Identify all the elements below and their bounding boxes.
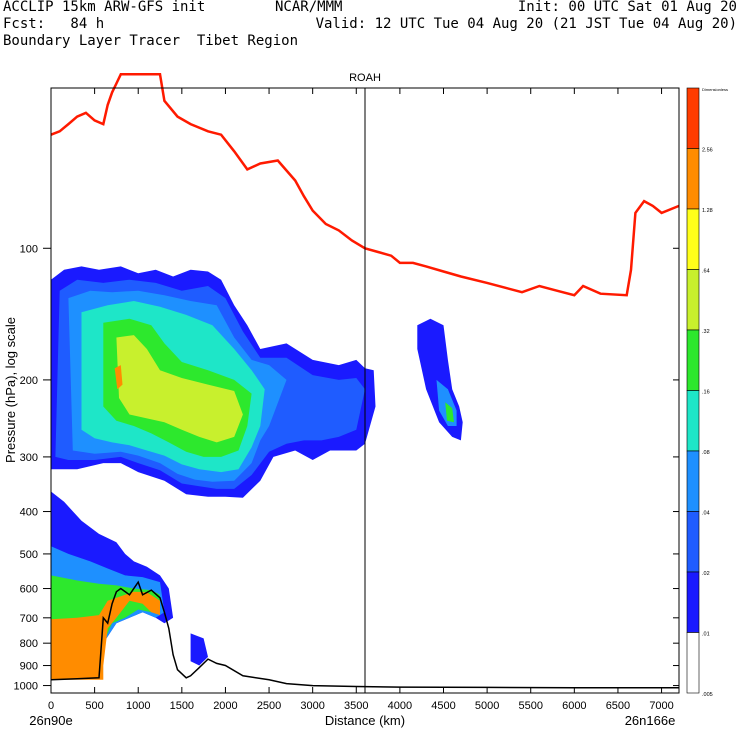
colorbar-label: .02 bbox=[702, 571, 710, 577]
y-tick-label: 600 bbox=[20, 584, 38, 596]
x-tick-label: 1500 bbox=[170, 700, 194, 712]
colorbar-box bbox=[686, 269, 700, 331]
tracer-plume-layer bbox=[51, 266, 463, 680]
colorbar-box bbox=[686, 571, 700, 633]
x-tick-label: 6000 bbox=[562, 700, 586, 712]
x-tick-label: 3500 bbox=[344, 700, 368, 712]
terrain-line bbox=[50, 580, 679, 689]
x-tick-label: 4000 bbox=[388, 700, 412, 712]
header-line1-left: ACCLIP 15km ARW-GFS init bbox=[3, 0, 206, 15]
tracer-plume-9 bbox=[445, 402, 454, 423]
chart-title: ROAH bbox=[349, 72, 381, 84]
y-tick-label: 300 bbox=[20, 452, 38, 464]
colorbar-label: .01 bbox=[702, 632, 710, 638]
colorbar-box bbox=[686, 450, 700, 512]
x-start-label: 26n90e bbox=[29, 713, 72, 728]
header-line2-left: Fcst: 84 h bbox=[3, 16, 105, 32]
colorbar-label: 2.56 bbox=[702, 148, 713, 154]
x-tick-label: 1000 bbox=[126, 700, 150, 712]
x-axis-title: Distance (km) bbox=[325, 713, 405, 728]
header-line2-right: Valid: 12 UTC Tue 04 Aug 20 (21 JST Tue … bbox=[315, 16, 737, 32]
colorbar-box bbox=[686, 148, 700, 210]
colorbar-box bbox=[686, 87, 700, 149]
x-tick-label: 0 bbox=[48, 700, 54, 712]
line-layer bbox=[50, 73, 680, 693]
colorbar-box bbox=[686, 208, 700, 270]
header-line1-right: Init: 00 UTC Sat 01 Aug 20 bbox=[517, 0, 737, 15]
x-tick-label: 5000 bbox=[475, 700, 499, 712]
colorbar-box bbox=[686, 511, 700, 573]
y-tick-label: 400 bbox=[20, 507, 38, 519]
x-end-label: 26n166e bbox=[625, 713, 676, 728]
x-tick-label: 2000 bbox=[213, 700, 237, 712]
x-tick-label: 3000 bbox=[300, 700, 324, 712]
colorbar-label: .32 bbox=[702, 329, 710, 335]
colorbar-box bbox=[686, 632, 700, 694]
colorbar-box bbox=[686, 329, 700, 391]
tracer-plume-14 bbox=[190, 633, 208, 666]
colorbar-label: 1.28 bbox=[702, 208, 713, 214]
colorbar-label: .08 bbox=[702, 450, 710, 456]
x-tick-label: 7000 bbox=[649, 700, 673, 712]
x-tick-label: 6500 bbox=[606, 700, 630, 712]
y-tick-label: 900 bbox=[20, 661, 38, 673]
header-line1-mid: NCAR/MMM bbox=[275, 0, 343, 15]
x-tick-label: 5500 bbox=[518, 700, 542, 712]
tracer-plume-6 bbox=[114, 365, 123, 390]
tropopause-line bbox=[50, 73, 680, 297]
x-tick-label: 500 bbox=[85, 700, 103, 712]
tracer-plume-5 bbox=[116, 335, 243, 443]
y-tick-label: 1000 bbox=[14, 681, 38, 693]
y-axis-title: Pressure (hPa), log scale bbox=[3, 317, 18, 463]
y-tick-label: 700 bbox=[20, 613, 38, 625]
y-tick-label: 800 bbox=[20, 638, 38, 650]
x-tick-label: 2500 bbox=[257, 700, 281, 712]
tick-layer: 0 500 1000 1500 2000 2500 3000 3500 4000 4500 5000… bbox=[14, 88, 679, 712]
colorbar-box bbox=[686, 390, 700, 452]
tracer-plume-13 bbox=[51, 591, 160, 680]
plot-frame bbox=[50, 87, 680, 694]
header-line3-left: Boundary Layer Tracer Tibet Region bbox=[3, 33, 299, 49]
y-tick-label: 500 bbox=[20, 549, 38, 561]
x-tick-label: 4500 bbox=[431, 700, 455, 712]
colorbar-label: .64 bbox=[702, 269, 710, 275]
y-tick-label: 200 bbox=[20, 375, 38, 387]
colorbar-label: .005 bbox=[702, 692, 713, 698]
colorbar-label: Dimensionless bbox=[702, 87, 728, 92]
colorbar: Dimensionless 2.56 1.28 .64 .32 .16 .08 .04 .02.… bbox=[686, 87, 728, 698]
y-tick-label: 100 bbox=[20, 243, 38, 255]
colorbar-label: .16 bbox=[702, 390, 710, 396]
colorbar-label: .04 bbox=[702, 511, 710, 517]
